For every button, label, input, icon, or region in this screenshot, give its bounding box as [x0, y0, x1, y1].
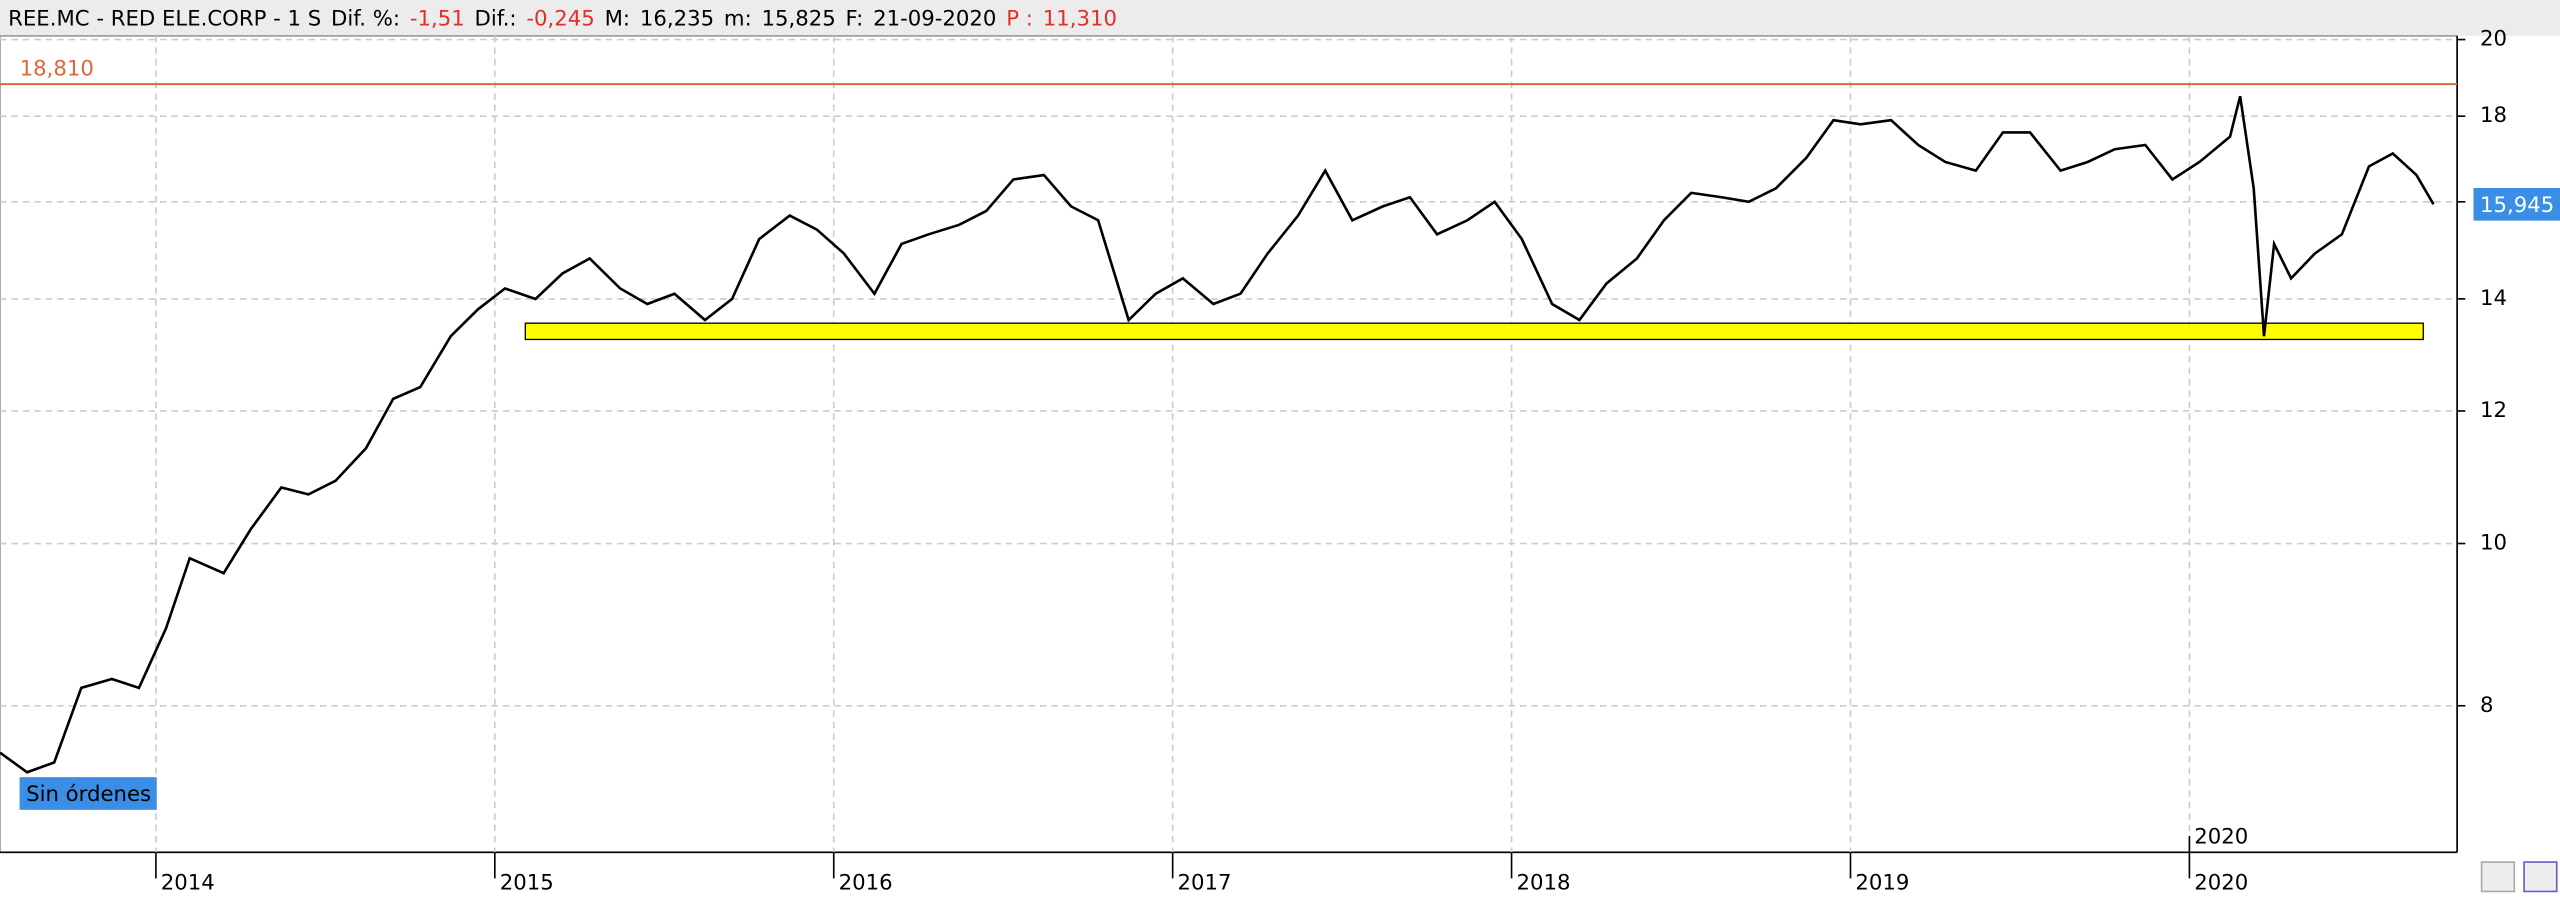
header-item: M: — [605, 7, 630, 32]
x-tick-label: 2020 — [2194, 870, 2248, 895]
resistance-label: 18,810 — [20, 56, 94, 81]
header-item: m: — [724, 7, 752, 32]
header-item: 16,235 — [640, 7, 714, 32]
last-price-label: 15,945 — [2480, 193, 2554, 218]
support-zone — [524, 322, 2424, 341]
tool-button[interactable] — [2523, 861, 2558, 893]
header-text: REE.MC - RED ELE.CORP - 1 S Dif. %: -1,51 D… — [8, 7, 1117, 32]
y-tick-label: 8 — [2480, 693, 2494, 718]
price-line — [0, 95, 2435, 774]
header-bar — [0, 0, 2560, 36]
header-item: -1,51 — [410, 7, 465, 32]
header-item: F: — [846, 7, 864, 32]
x-tick-label: 2015 — [500, 870, 554, 895]
date-marker-label: 2020 — [2194, 825, 2248, 850]
header-item: REE.MC - RED ELE.CORP - 1 S — [8, 7, 321, 32]
y-tick-label: 14 — [2480, 286, 2507, 311]
header-item: -0,245 — [526, 7, 594, 32]
x-tick-label: 2018 — [1516, 870, 1570, 895]
header-item: Dif. %: — [331, 7, 400, 32]
y-tick-label: 20 — [2480, 27, 2507, 52]
plot-area — [0, 35, 2458, 854]
x-tick-label: 2017 — [1178, 870, 1232, 895]
header-item: 21-09-2020 — [873, 7, 996, 32]
tool-button[interactable] — [2480, 861, 2516, 893]
orders-button[interactable] — [19, 777, 157, 810]
x-tick-label: 2019 — [1855, 870, 1909, 895]
header-item: P : — [1006, 7, 1033, 32]
header-item: 15,825 — [762, 7, 836, 32]
orders-button-label: Sin órdenes — [26, 782, 151, 807]
header-item: Dif.: — [475, 7, 517, 32]
y-tick-label: 12 — [2480, 398, 2507, 423]
header-item: 11,310 — [1043, 7, 1117, 32]
x-tick-label: 2014 — [161, 870, 215, 895]
y-tick-label: 10 — [2480, 531, 2507, 556]
last-price-box — [2473, 187, 2560, 221]
x-tick-label: 2016 — [839, 870, 893, 895]
y-tick-label: 18 — [2480, 103, 2507, 128]
header: REE.MC - RED ELE.CORP - 1 S Dif. %: -1,51 D… — [8, 7, 1117, 32]
y-axis-area — [2457, 35, 2560, 898]
